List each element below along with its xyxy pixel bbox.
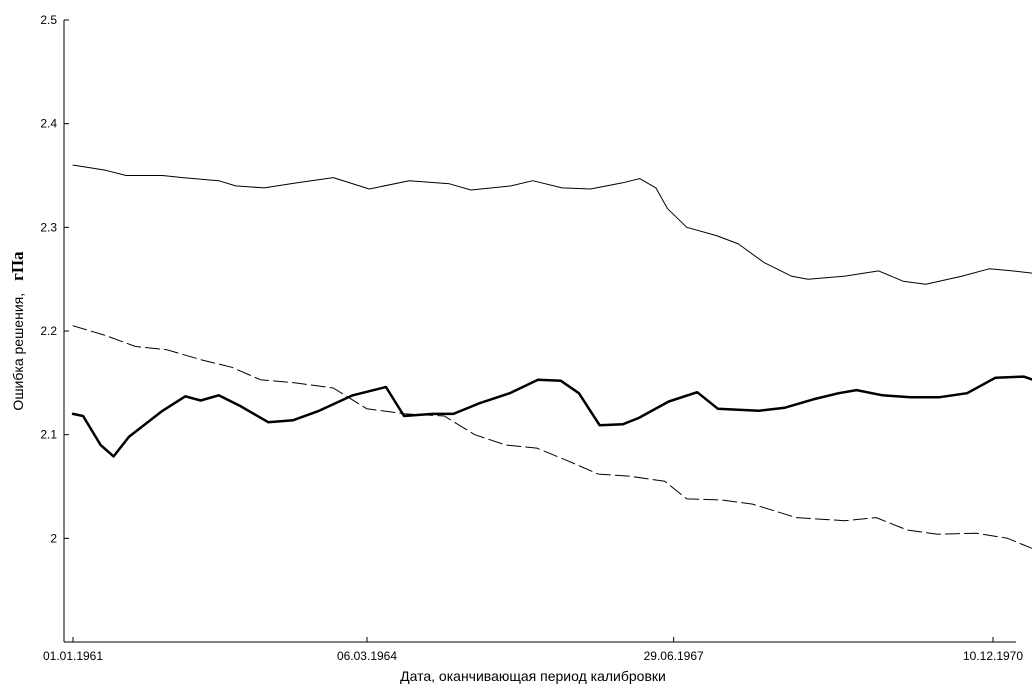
x-tick-label: 10.12.1970 — [963, 649, 1023, 663]
y-axis-title-group: Ошибка решения, гПа — [8, 251, 27, 411]
x-axis-title: Дата, оканчивающая период калибровки — [400, 668, 666, 684]
y-axis-unit: гПа — [8, 251, 27, 281]
x-tick-label: 01.01.1961 — [43, 649, 103, 663]
series-layer — [71, 164, 1032, 549]
y-tick-label: 2.1 — [40, 428, 57, 442]
y-tick-label: 2 — [50, 531, 57, 545]
series-line-thick-solid — [71, 375, 1032, 458]
y-axis-title: Ошибка решения, гПа — [8, 251, 27, 411]
x-tick-label: 29.06.1967 — [644, 649, 704, 663]
x-tick-label: 06.03.1964 — [337, 649, 397, 663]
x-axis-ticks: 01.01.1961 06.03.1964 29.06.1967 10.12.1970 — [43, 637, 1023, 663]
y-axis-ticks: 2 2.1 2.2 2.3 2.4 2.5 — [40, 13, 69, 545]
y-tick-label: 2.5 — [40, 13, 57, 27]
series-line-thin-solid — [72, 164, 1032, 285]
y-tick-label: 2.3 — [40, 220, 57, 234]
y-axis-title-text: Ошибка решения, — [10, 293, 26, 411]
series-line-dashed — [72, 325, 1032, 549]
y-tick-label: 2.2 — [40, 324, 57, 338]
y-tick-label: 2.4 — [40, 117, 57, 131]
